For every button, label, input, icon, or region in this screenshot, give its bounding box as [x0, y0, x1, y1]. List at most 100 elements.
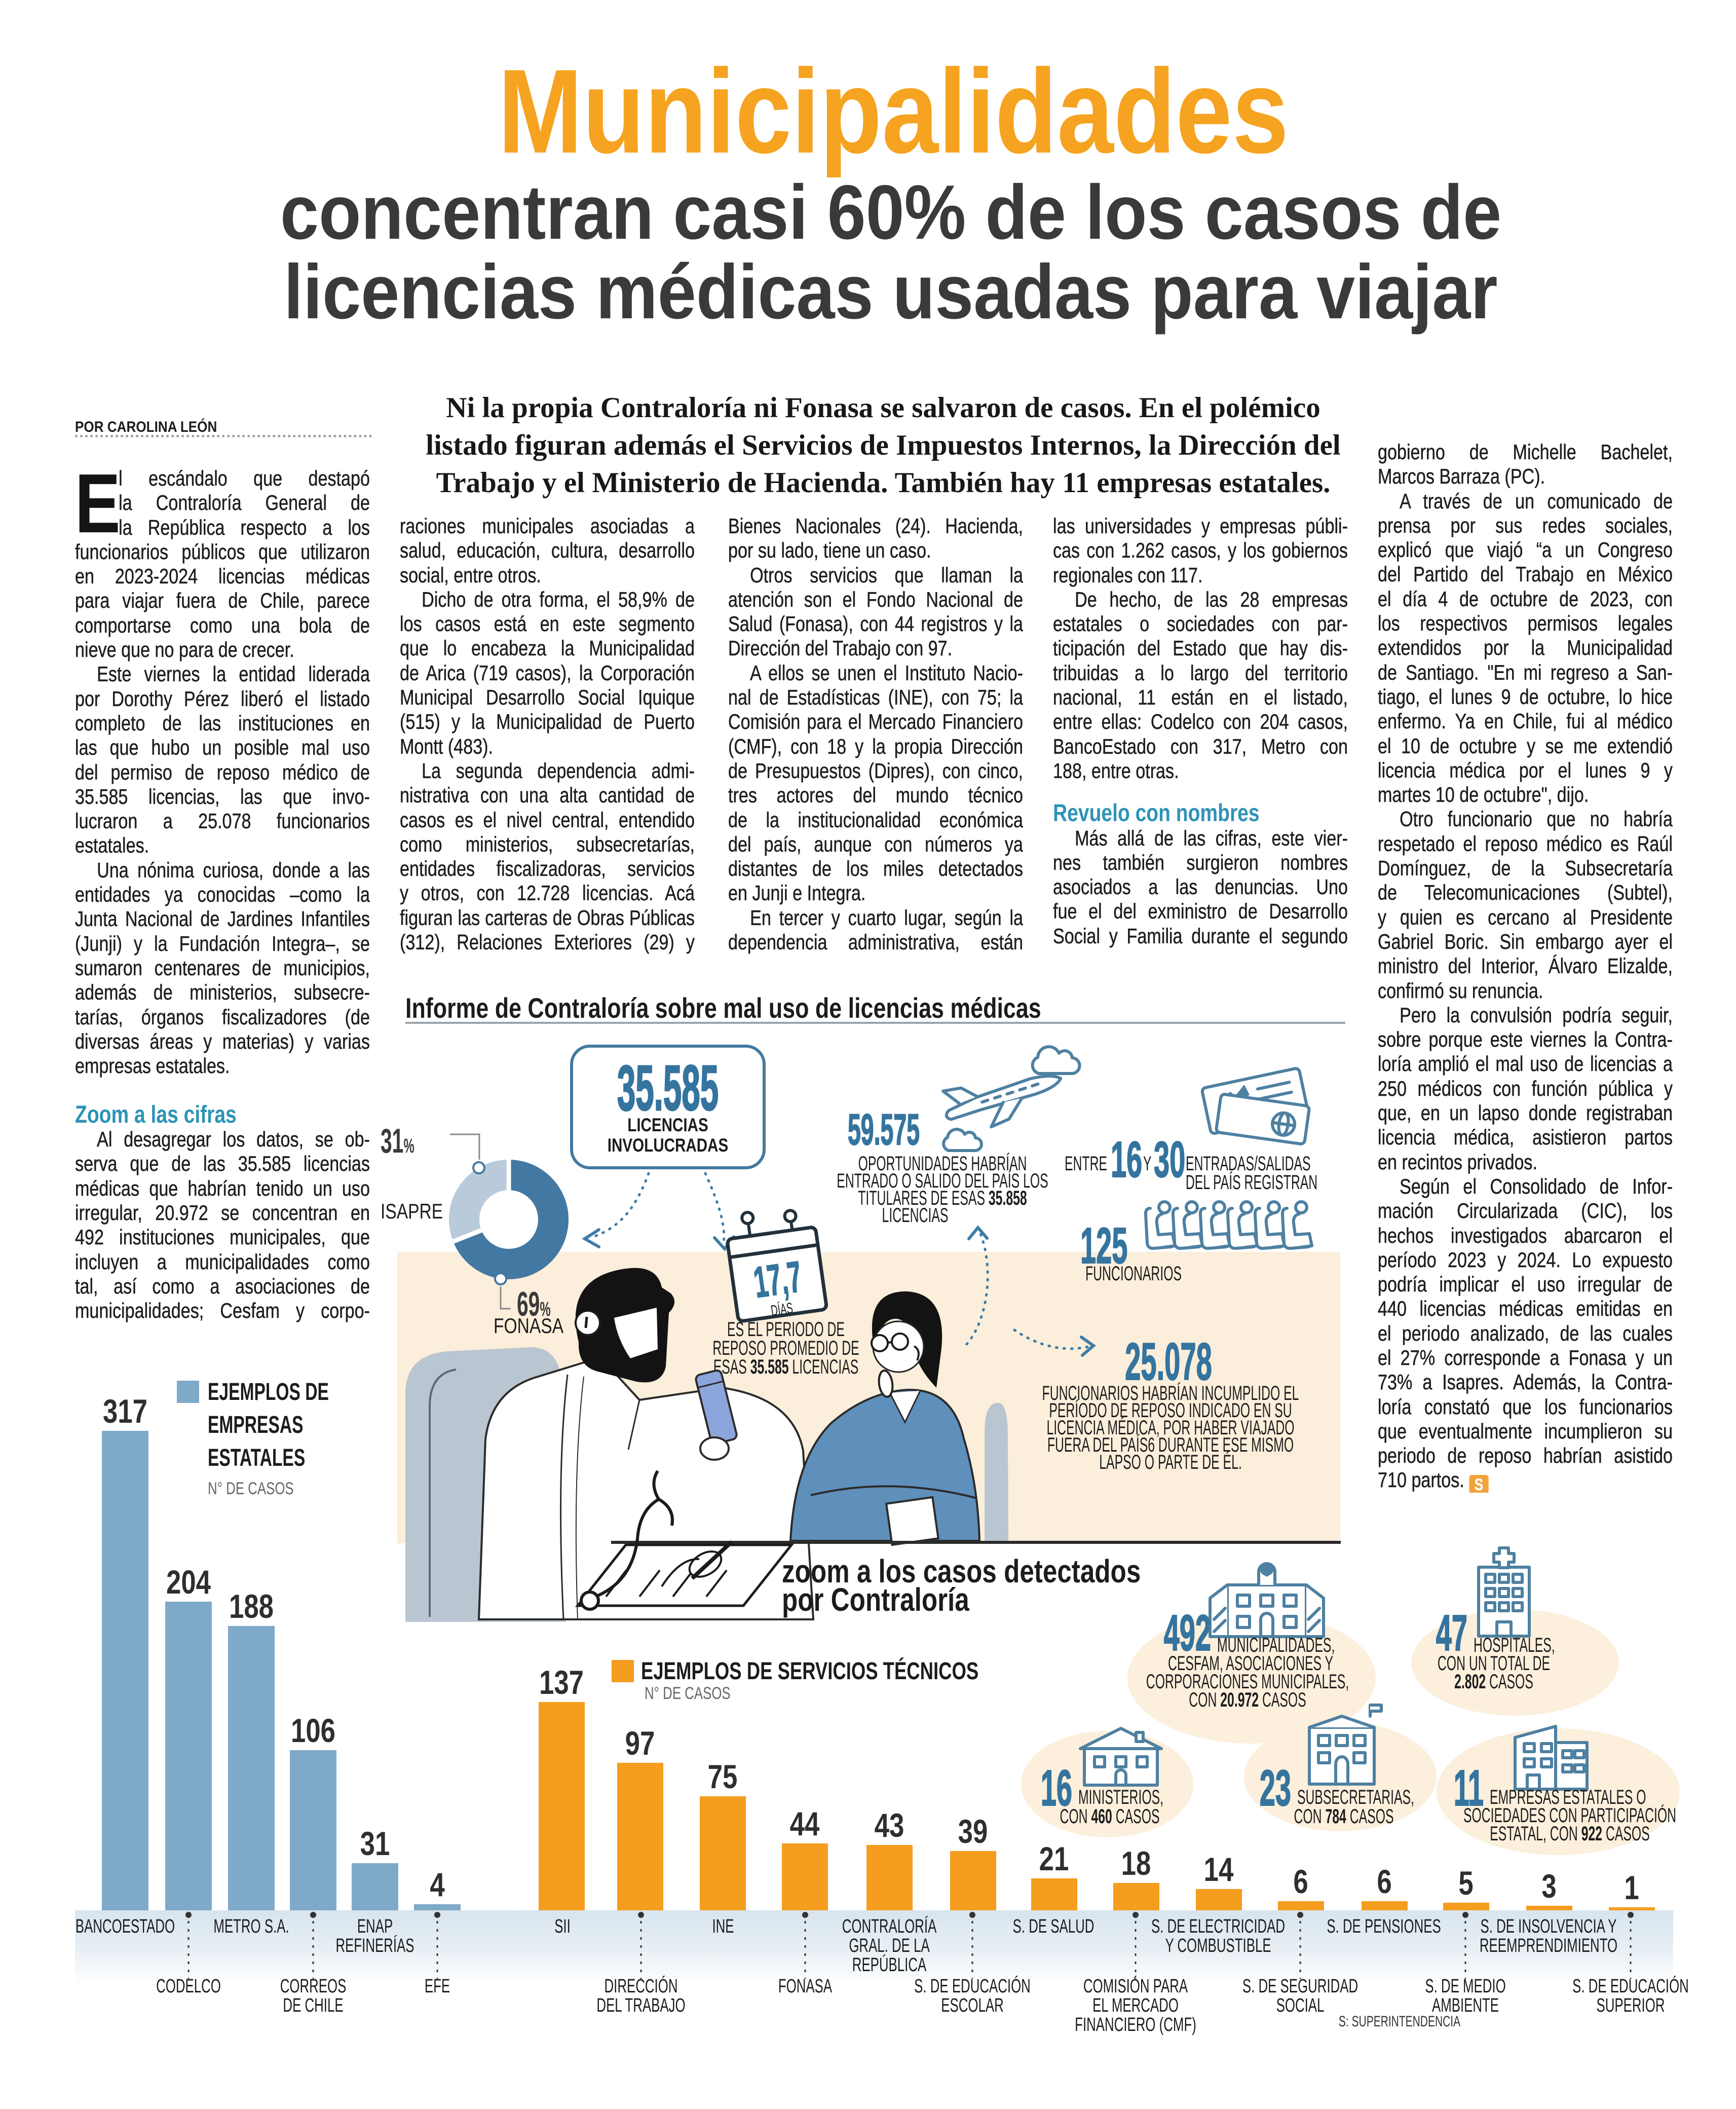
svg-text:INVOLUCRADAS: INVOLUCRADAS: [608, 1135, 728, 1156]
svg-text:zoom a los casos detectados: zoom a los casos detectados: [782, 1554, 1141, 1590]
svg-text:S. DE SALUD: S. DE SALUD: [1013, 1915, 1095, 1937]
svg-text:CON 20.972 CASOS: CON 20.972 CASOS: [1189, 1689, 1306, 1711]
svg-text:47: 47: [1436, 1605, 1467, 1661]
svg-text:LICENCIA MÉDICA, POR HABER VIA: LICENCIA MÉDICA, POR HABER VIAJADO: [1046, 1417, 1294, 1439]
svg-text:S. DE EDUCACIÓN: S. DE EDUCACIÓN: [1572, 1975, 1689, 1996]
svg-text:SII: SII: [554, 1915, 571, 1937]
svg-text:25.078: 25.078: [1125, 1331, 1212, 1391]
svg-text:317: 317: [103, 1392, 147, 1430]
svg-text:FUNCIONARIOS HABRÍAN INCUMPLID: FUNCIONARIOS HABRÍAN INCUMPLIDO EL: [1042, 1382, 1299, 1404]
svg-text:DE CHILE: DE CHILE: [283, 1994, 343, 2016]
svg-text:492: 492: [1164, 1605, 1211, 1661]
svg-text:ESAS 35.585 LICENCIAS: ESAS 35.585 LICENCIAS: [713, 1356, 859, 1378]
svg-text:39: 39: [958, 1812, 988, 1850]
svg-text:FONASA: FONASA: [494, 1315, 564, 1338]
svg-text:HOSPITALES,: HOSPITALES,: [1474, 1634, 1555, 1656]
svg-text:23: 23: [1260, 1760, 1291, 1817]
svg-text:Y: Y: [1143, 1153, 1152, 1175]
svg-text:125: 125: [1080, 1218, 1127, 1274]
svg-text:FUERA DEL PAÍS6 DURANTE ESE MI: FUERA DEL PAÍS6 DURANTE ESE MISMO: [1047, 1434, 1294, 1456]
svg-text:FUNCIONARIOS: FUNCIONARIOS: [1085, 1263, 1182, 1285]
svg-text:PERÍODO DE REPOSO INDICADO EN: PERÍODO DE REPOSO INDICADO EN SU: [1049, 1399, 1292, 1422]
svg-text:METRO S.A.: METRO S.A.: [213, 1915, 289, 1937]
svg-text:DIRECCIÓN: DIRECCIÓN: [605, 1975, 678, 1996]
svg-text:35.585: 35.585: [617, 1053, 719, 1124]
svg-text:N° DE CASOS: N° DE CASOS: [645, 1684, 731, 1703]
svg-text:Informe de Contraloría sobre m: Informe de Contraloría sobre mal uso de …: [405, 992, 1041, 1024]
svg-text:16: 16: [1041, 1760, 1072, 1817]
svg-text:14: 14: [1204, 1851, 1234, 1888]
svg-text:EL MERCADO: EL MERCADO: [1092, 1994, 1179, 2016]
svg-text:S. DE PENSIONES: S. DE PENSIONES: [1327, 1915, 1441, 1937]
svg-text:EJEMPLOS DE SERVICIOS TÉCNICOS: EJEMPLOS DE SERVICIOS TÉCNICOS: [641, 1657, 978, 1685]
svg-text:59.575: 59.575: [848, 1105, 920, 1154]
svg-text:4: 4: [430, 1866, 444, 1903]
svg-text:ESTATAL, CON 922 CASOS: ESTATAL, CON 922 CASOS: [1490, 1823, 1650, 1845]
svg-text:EJEMPLOS DE: EJEMPLOS DE: [208, 1378, 329, 1405]
svg-text:MUNICIPALIDADES,: MUNICIPALIDADES,: [1217, 1634, 1335, 1656]
svg-text:LAPSO O PARTE DE ÉL.: LAPSO O PARTE DE ÉL.: [1099, 1451, 1242, 1473]
svg-text:EMPRESAS: EMPRESAS: [208, 1411, 304, 1438]
svg-text:CON 784 CASOS: CON 784 CASOS: [1294, 1805, 1393, 1828]
svg-text:EMPRESAS ESTATALES O: EMPRESAS ESTATALES O: [1490, 1786, 1646, 1808]
svg-text:SOCIAL: SOCIAL: [1276, 1994, 1325, 2016]
svg-text:SUBSECRETARIAS,: SUBSECRETARIAS,: [1297, 1786, 1414, 1808]
svg-text:31%: 31%: [381, 1121, 414, 1160]
svg-text:ENAP: ENAP: [357, 1915, 393, 1937]
svg-text:MINISTERIOS,: MINISTERIOS,: [1078, 1786, 1163, 1808]
svg-text:REEMPRENDIMIENTO: REEMPRENDIMIENTO: [1480, 1935, 1617, 1956]
svg-text:5: 5: [1458, 1864, 1473, 1902]
svg-text:69%: 69%: [517, 1284, 551, 1323]
svg-text:REFINERÍAS: REFINERÍAS: [335, 1935, 414, 1956]
svg-text:SUPERIOR: SUPERIOR: [1597, 1994, 1665, 2016]
svg-text:ENTRE: ENTRE: [1065, 1153, 1107, 1175]
svg-text:Y COMBUSTIBLE: Y COMBUSTIBLE: [1165, 1935, 1271, 1956]
svg-text:ESTATALES: ESTATALES: [208, 1444, 305, 1471]
svg-text:6: 6: [1377, 1863, 1391, 1900]
svg-text:6: 6: [1293, 1863, 1308, 1900]
svg-text:ENTRADO O SALIDO DEL PAÍS LOS: ENTRADO O SALIDO DEL PAÍS LOS: [837, 1170, 1048, 1192]
svg-text:EFE: EFE: [425, 1975, 450, 1996]
svg-text:S. DE SEGURIDAD: S. DE SEGURIDAD: [1242, 1975, 1358, 1996]
svg-text:FONASA: FONASA: [778, 1975, 832, 1996]
svg-text:75: 75: [708, 1758, 738, 1795]
svg-text:CODELCO: CODELCO: [156, 1975, 221, 1996]
svg-text:106: 106: [291, 1712, 335, 1749]
svg-text:S. DE ELECTRICIDAD: S. DE ELECTRICIDAD: [1151, 1915, 1285, 1937]
svg-text:FINANCIERO (CMF): FINANCIERO (CMF): [1075, 2014, 1196, 2035]
svg-text:3: 3: [1541, 1867, 1556, 1905]
svg-text:204: 204: [166, 1563, 211, 1601]
svg-text:S: SUPERINTENDENCIA: S: SUPERINTENDENCIA: [1339, 2014, 1461, 2030]
svg-text:AMBIENTE: AMBIENTE: [1432, 1994, 1499, 2016]
svg-text:COMISIÓN PARA: COMISIÓN PARA: [1083, 1975, 1188, 1996]
svg-text:SOCIEDADES CON PARTICIPACIÓN: SOCIEDADES CON PARTICIPACIÓN: [1463, 1804, 1676, 1827]
svg-text:N° DE CASOS: N° DE CASOS: [208, 1479, 294, 1498]
svg-text:CORPORACIONES MUNICIPALES,: CORPORACIONES MUNICIPALES,: [1146, 1671, 1349, 1693]
svg-text:21: 21: [1039, 1840, 1069, 1877]
svg-text:REPOSO PROMEDIO DE: REPOSO PROMEDIO DE: [712, 1337, 859, 1359]
svg-text:30: 30: [1154, 1132, 1185, 1188]
svg-text:DEL PAÍS REGISTRAN: DEL PAÍS REGISTRAN: [1186, 1171, 1317, 1194]
svg-text:DEL TRABAJO: DEL TRABAJO: [596, 1994, 685, 2016]
svg-text:INE: INE: [712, 1915, 734, 1937]
svg-text:BANCOESTADO: BANCOESTADO: [76, 1915, 175, 1937]
svg-text:97: 97: [625, 1724, 655, 1762]
svg-text:LICENCIAS: LICENCIAS: [627, 1115, 708, 1136]
svg-text:188: 188: [229, 1587, 274, 1625]
svg-text:REPÚBLICA: REPÚBLICA: [852, 1953, 927, 1975]
svg-text:18: 18: [1121, 1844, 1151, 1882]
svg-text:S. DE EDUCACIÓN: S. DE EDUCACIÓN: [914, 1975, 1031, 1996]
svg-text:ENTRADAS/SALIDAS: ENTRADAS/SALIDAS: [1186, 1153, 1311, 1175]
svg-text:ISAPRE: ISAPRE: [381, 1200, 443, 1224]
svg-text:CON UN TOTAL DE: CON UN TOTAL DE: [1438, 1652, 1550, 1675]
svg-text:CONTRALORÍA: CONTRALORÍA: [842, 1915, 937, 1937]
svg-text:16: 16: [1111, 1132, 1142, 1188]
svg-text:1: 1: [1624, 1869, 1639, 1906]
svg-text:CORREOS: CORREOS: [280, 1975, 347, 1996]
svg-text:TITULARES DE ESAS 35.858: TITULARES DE ESAS 35.858: [858, 1187, 1027, 1209]
svg-text:43: 43: [875, 1806, 904, 1844]
svg-text:OPORTUNIDADES HABRÍAN: OPORTUNIDADES HABRÍAN: [858, 1153, 1027, 1175]
svg-text:S. DE INSOLVENCIA Y: S. DE INSOLVENCIA Y: [1481, 1915, 1617, 1937]
svg-text:S. DE MEDIO: S. DE MEDIO: [1425, 1975, 1505, 1996]
svg-text:11: 11: [1454, 1760, 1484, 1817]
